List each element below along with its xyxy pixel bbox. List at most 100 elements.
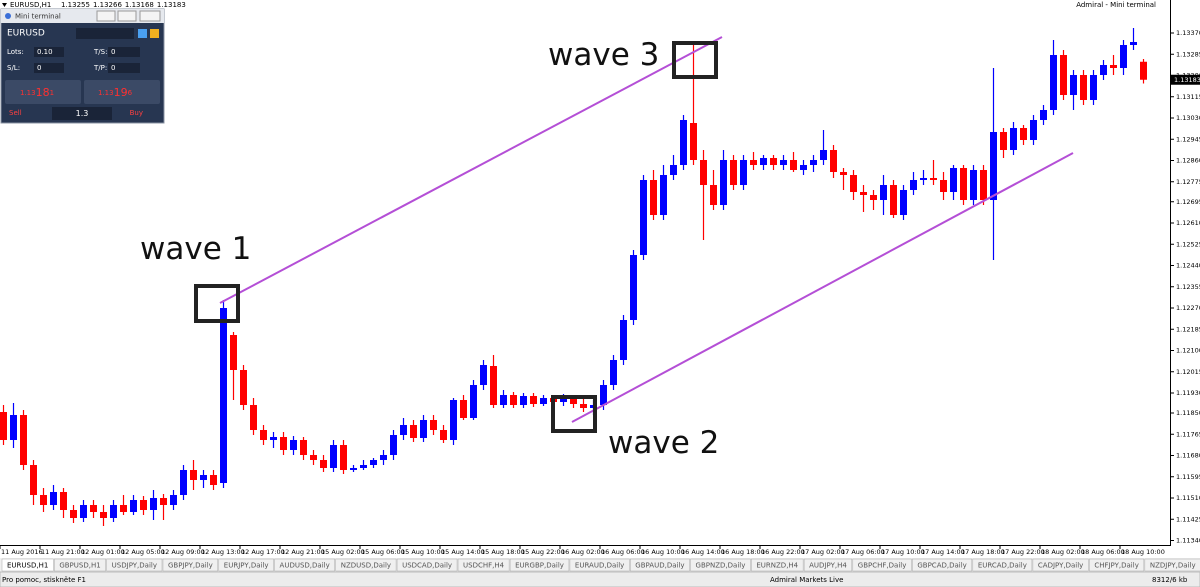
sell-label: Sell xyxy=(9,109,22,117)
tp-label: T/P: xyxy=(93,64,107,72)
tab-label: CHFJPY,Daily xyxy=(1094,562,1139,570)
x-tick-label: 15 Aug 18:00 xyxy=(481,548,525,556)
symbol-tab[interactable]: CADJPY,Daily xyxy=(1032,558,1089,572)
y-tick-label: 1.12695 xyxy=(1176,198,1200,206)
symbol-tab[interactable]: GBPUSD,H1 xyxy=(54,558,106,572)
highlight-box xyxy=(672,41,718,79)
candle-body xyxy=(120,505,127,512)
candle-body xyxy=(360,465,367,468)
y-tick-label: 1.13030 xyxy=(1176,114,1200,122)
candle-body xyxy=(840,172,847,175)
symbol-tab[interactable]: AUDJPY,H4 xyxy=(803,558,853,572)
close-button[interactable] xyxy=(139,10,161,22)
symbol-tab[interactable]: GBPNZD,Daily xyxy=(690,558,751,572)
candle-body xyxy=(1120,45,1127,68)
tab-background xyxy=(335,558,397,572)
symbol-tab[interactable]: NZDJPY,Daily xyxy=(1144,558,1200,572)
candle-body xyxy=(1010,128,1017,150)
symbol-tab[interactable]: EURAUD,Daily xyxy=(569,558,630,572)
candle-body xyxy=(310,455,317,460)
tab-label: USDJPY,Daily xyxy=(112,562,157,570)
candle-body xyxy=(920,178,927,180)
symbol-tab[interactable]: AUDUSD,Daily xyxy=(274,558,335,572)
candle-body xyxy=(220,308,227,483)
highlight-box xyxy=(551,395,597,433)
candle-body xyxy=(1100,65,1107,75)
symbol-tab[interactable]: GBPCHF,Daily xyxy=(852,558,912,572)
mini-terminal: Mini terminal EURUSD Lots: 0.10 T/S: 0 S… xyxy=(0,8,165,124)
candle-body xyxy=(950,168,957,192)
symbol-tab[interactable]: GBPAUD,Daily xyxy=(630,558,690,572)
symbol-tab[interactable]: GBPCAD,Daily xyxy=(912,558,973,572)
tab-label: EURGBP,Daily xyxy=(515,562,564,570)
tab-label: GBPNZD,Daily xyxy=(696,562,746,570)
candle-body xyxy=(170,495,177,505)
candle-body xyxy=(140,500,147,510)
info-icon[interactable] xyxy=(150,29,159,38)
x-tick-label: 18 Aug 10:00 xyxy=(1121,548,1165,556)
tp-input[interactable] xyxy=(108,63,140,73)
x-tick-label: 15 Aug 10:00 xyxy=(401,548,445,556)
maximize-button[interactable] xyxy=(117,10,137,22)
candle-body xyxy=(30,465,37,495)
candle-body xyxy=(1110,65,1117,68)
x-tick-label: 11 Aug 21:00 xyxy=(41,548,85,556)
candle-body xyxy=(730,160,737,185)
tp-value: 0 xyxy=(111,64,115,72)
candle-body xyxy=(10,415,17,440)
candle-body xyxy=(560,398,567,402)
sl-input[interactable] xyxy=(34,63,64,73)
tab-label: AUDJPY,H4 xyxy=(809,562,847,570)
lots-input[interactable] xyxy=(34,47,64,57)
symbol-tab[interactable]: EURNZD,H4 xyxy=(751,558,804,572)
symbol-tab[interactable]: EURJPY,Daily xyxy=(218,558,274,572)
tab-label: EURAUD,Daily xyxy=(575,562,624,570)
symbol-tab[interactable]: USDJPY,Daily xyxy=(106,558,163,572)
symbol-tab[interactable]: GBPJPY,Daily xyxy=(162,558,219,572)
settings-icon[interactable] xyxy=(138,29,147,38)
x-tick-label: 18 Aug 02:00 xyxy=(1041,548,1085,556)
sl-label: S/L: xyxy=(7,64,20,72)
annotations: wave 1 wave 2 wave 3 xyxy=(140,36,1074,461)
candle-body xyxy=(850,175,857,192)
candle-body xyxy=(70,510,77,518)
ts-value: 0 xyxy=(111,48,115,56)
x-tick-label: 15 Aug 22:00 xyxy=(521,548,565,556)
candle-body xyxy=(480,365,487,385)
x-tick-label: 16 Aug 22:00 xyxy=(761,548,805,556)
x-tick-label: 17 Aug 22:00 xyxy=(1001,548,1045,556)
symbol-tab[interactable]: CHFJPY,Daily xyxy=(1089,558,1145,572)
tab-label: GBPJPY,Daily xyxy=(168,562,213,570)
candle-body xyxy=(700,160,707,185)
candle-body xyxy=(1080,75,1087,100)
candle-body xyxy=(970,170,977,200)
tab-background xyxy=(751,558,804,572)
candle-body xyxy=(770,158,777,165)
sell-button[interactable] xyxy=(5,80,81,104)
volume-input[interactable] xyxy=(52,107,112,120)
ts-input[interactable] xyxy=(108,47,140,57)
lots-label: Lots: xyxy=(7,48,24,56)
candle-body xyxy=(680,120,687,165)
candle-body xyxy=(990,132,997,200)
buy-button[interactable] xyxy=(84,80,160,104)
tab-background xyxy=(690,558,751,572)
minimize-button[interactable] xyxy=(96,10,116,22)
y-tick-label: 1.13115 xyxy=(1176,93,1200,101)
candle-body xyxy=(190,470,197,480)
candle-body xyxy=(880,185,887,200)
y-tick-label: 1.12355 xyxy=(1176,283,1200,291)
symbol-tab[interactable]: USDCHF,H4 xyxy=(457,558,510,572)
x-tick-label: 12 Aug 05:00 xyxy=(121,548,165,556)
candle-body xyxy=(520,396,527,405)
symbol-tab[interactable]: EURCAD,Daily xyxy=(972,558,1033,572)
symbol-tab[interactable]: USDCAD,Daily xyxy=(396,558,458,572)
symbol-select[interactable] xyxy=(76,28,134,39)
symbol-tab[interactable]: EURGBP,Daily xyxy=(509,558,570,572)
symbol-tab[interactable]: NZDUSD,Daily xyxy=(335,558,397,572)
y-tick-label: 1.12440 xyxy=(1176,262,1200,270)
candle-body xyxy=(250,405,257,430)
symbol-tab[interactable]: EURUSD,H1 xyxy=(1,558,54,572)
tab-label: NZDJPY,Daily xyxy=(1150,562,1196,570)
